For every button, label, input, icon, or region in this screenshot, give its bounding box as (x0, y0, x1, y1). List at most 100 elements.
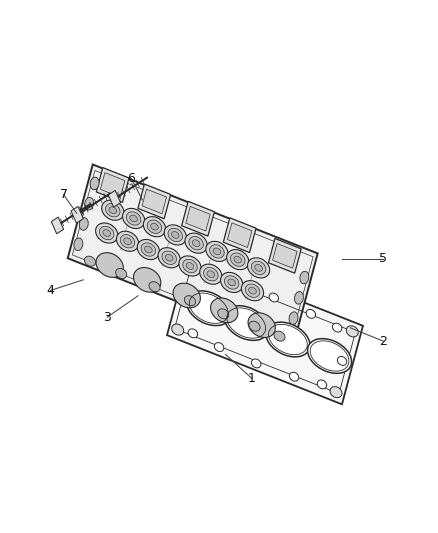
Ellipse shape (185, 233, 207, 253)
Ellipse shape (183, 259, 197, 273)
Ellipse shape (189, 237, 203, 250)
Ellipse shape (85, 197, 94, 210)
Text: 3: 3 (103, 311, 111, 324)
Ellipse shape (224, 276, 239, 289)
Ellipse shape (147, 220, 162, 233)
Ellipse shape (162, 251, 177, 264)
Ellipse shape (120, 235, 135, 248)
Ellipse shape (200, 264, 222, 284)
Ellipse shape (134, 268, 161, 292)
Ellipse shape (306, 310, 316, 318)
Ellipse shape (186, 263, 194, 269)
Ellipse shape (116, 269, 127, 279)
Ellipse shape (231, 280, 240, 289)
Ellipse shape (214, 343, 224, 351)
Ellipse shape (99, 227, 114, 240)
Ellipse shape (206, 241, 228, 262)
Ellipse shape (332, 323, 342, 332)
Polygon shape (272, 244, 297, 268)
Ellipse shape (166, 254, 173, 261)
Ellipse shape (168, 228, 183, 241)
Text: 1: 1 (248, 372, 256, 385)
Ellipse shape (218, 309, 229, 319)
Polygon shape (96, 167, 129, 203)
Ellipse shape (90, 177, 99, 190)
Ellipse shape (109, 207, 117, 214)
Ellipse shape (85, 256, 95, 266)
Ellipse shape (187, 291, 231, 326)
Polygon shape (71, 206, 83, 223)
Ellipse shape (290, 372, 299, 381)
Polygon shape (108, 190, 120, 207)
Ellipse shape (245, 284, 260, 297)
Ellipse shape (149, 281, 160, 292)
Ellipse shape (123, 208, 145, 229)
Ellipse shape (79, 217, 88, 230)
Ellipse shape (226, 249, 249, 270)
Ellipse shape (145, 246, 152, 253)
Ellipse shape (211, 298, 238, 322)
Ellipse shape (124, 238, 131, 245)
Ellipse shape (183, 295, 193, 304)
Ellipse shape (307, 338, 352, 373)
Polygon shape (51, 217, 64, 234)
Ellipse shape (249, 287, 256, 294)
Polygon shape (142, 189, 166, 214)
Polygon shape (227, 223, 252, 247)
Ellipse shape (221, 272, 243, 293)
Ellipse shape (251, 359, 261, 368)
Ellipse shape (274, 331, 285, 341)
Ellipse shape (234, 256, 242, 263)
Ellipse shape (210, 245, 224, 258)
Ellipse shape (247, 258, 270, 278)
Ellipse shape (289, 312, 298, 325)
Ellipse shape (117, 231, 139, 252)
Text: 2: 2 (379, 335, 387, 348)
Ellipse shape (188, 263, 200, 274)
Ellipse shape (266, 322, 310, 357)
Ellipse shape (143, 216, 166, 237)
Text: 5: 5 (379, 252, 387, 265)
Ellipse shape (102, 200, 124, 220)
Polygon shape (182, 201, 214, 236)
Ellipse shape (249, 321, 260, 332)
Polygon shape (268, 238, 301, 273)
Ellipse shape (207, 271, 215, 278)
Ellipse shape (317, 380, 327, 389)
Ellipse shape (188, 329, 198, 338)
Ellipse shape (184, 296, 195, 306)
Ellipse shape (179, 256, 201, 276)
Ellipse shape (330, 386, 342, 398)
Ellipse shape (137, 239, 159, 260)
Ellipse shape (269, 293, 279, 302)
Ellipse shape (248, 313, 276, 337)
Ellipse shape (130, 215, 138, 222)
Ellipse shape (192, 240, 200, 247)
Ellipse shape (96, 253, 124, 277)
Ellipse shape (74, 238, 83, 251)
Ellipse shape (230, 253, 245, 266)
Ellipse shape (203, 272, 213, 281)
Ellipse shape (346, 326, 358, 337)
Ellipse shape (337, 357, 347, 366)
Polygon shape (100, 173, 125, 197)
Ellipse shape (255, 264, 262, 271)
Ellipse shape (164, 225, 187, 245)
Ellipse shape (294, 292, 304, 304)
Ellipse shape (126, 212, 141, 225)
Ellipse shape (241, 280, 264, 301)
Ellipse shape (151, 223, 158, 230)
Text: 4: 4 (46, 284, 54, 297)
Ellipse shape (106, 204, 120, 217)
Text: 6: 6 (127, 172, 135, 185)
Polygon shape (167, 256, 363, 405)
Ellipse shape (300, 271, 309, 284)
Text: 7: 7 (60, 188, 67, 201)
Ellipse shape (173, 283, 201, 308)
Polygon shape (223, 218, 256, 253)
Ellipse shape (251, 261, 266, 274)
Ellipse shape (171, 231, 179, 238)
Ellipse shape (158, 248, 180, 268)
Ellipse shape (228, 279, 236, 286)
Ellipse shape (141, 243, 155, 256)
